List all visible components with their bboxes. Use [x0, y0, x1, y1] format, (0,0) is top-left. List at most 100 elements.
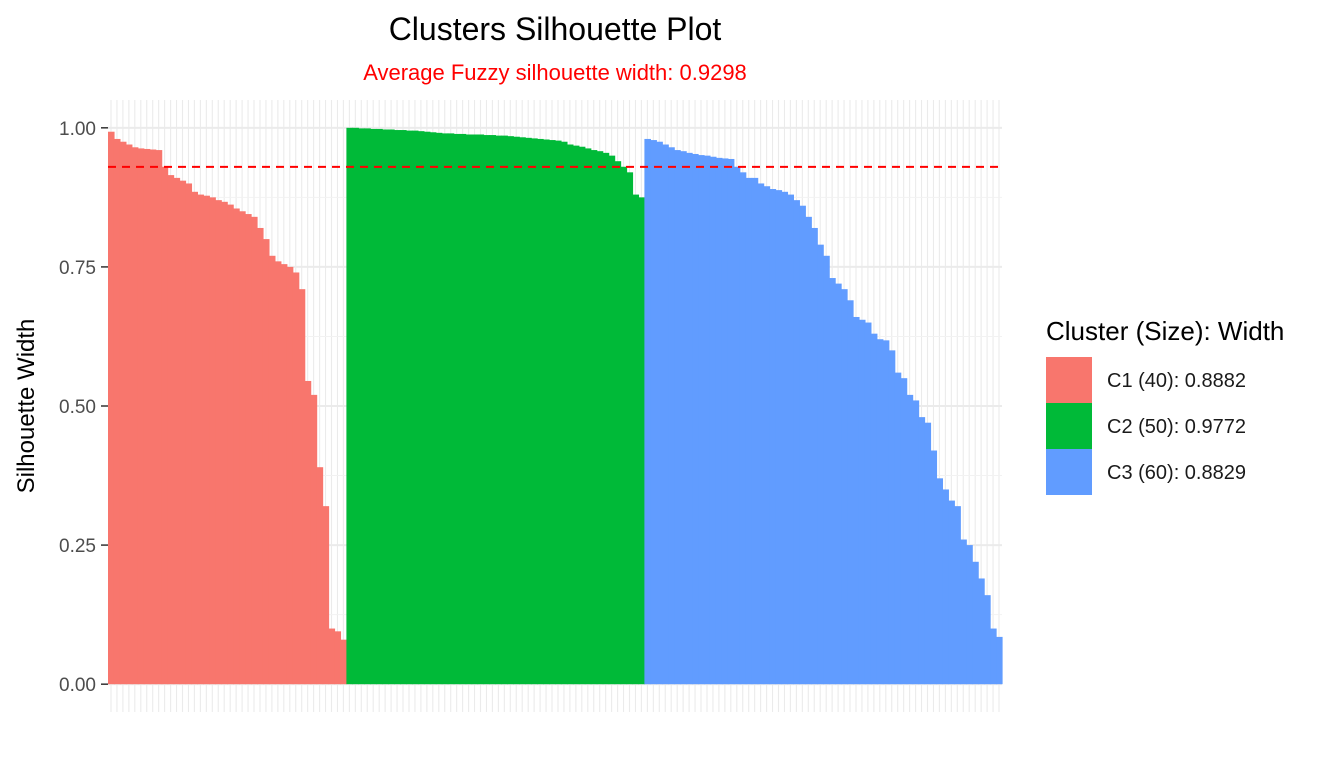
silhouette-bar-c2 — [513, 136, 520, 685]
silhouette-bar-c3 — [686, 152, 693, 685]
silhouette-bar-c2 — [549, 140, 556, 685]
silhouette-bar-c3 — [656, 141, 663, 685]
silhouette-bar-c2 — [411, 130, 419, 685]
silhouette-bar-c1 — [257, 227, 264, 685]
legend-label-c2: C2 (50): 0.9772 — [1107, 416, 1246, 438]
silhouette-bar-c1 — [167, 175, 175, 685]
silhouette-bar-c3 — [894, 372, 902, 685]
silhouette-bar-c3 — [644, 138, 651, 685]
silhouette-bar-c3 — [698, 155, 705, 685]
silhouette-bar-c2 — [417, 131, 425, 685]
silhouette-bar-c3 — [876, 339, 884, 685]
silhouette-bar-c1 — [310, 394, 318, 685]
silhouette-bar-c2 — [578, 146, 586, 685]
silhouette-bar-c1 — [251, 216, 258, 685]
silhouette-bar-c3 — [739, 172, 747, 685]
silhouette-bar-c2 — [507, 136, 514, 685]
y-tick-label: 0.00 — [59, 675, 96, 696]
silhouette-bar-c3 — [942, 489, 949, 685]
silhouette-bar-c1 — [215, 200, 222, 685]
silhouette-bar-c2 — [453, 133, 461, 685]
silhouette-bar-c2 — [560, 141, 568, 685]
legend-key-c1 — [1046, 357, 1092, 403]
silhouette-bar-c2 — [638, 197, 645, 685]
silhouette-bar-c1 — [137, 148, 145, 685]
silhouette-bar-c3 — [829, 278, 836, 685]
silhouette-bar-c2 — [400, 130, 407, 685]
silhouette-bar-c2 — [364, 128, 371, 685]
silhouette-bar-c1 — [131, 147, 139, 685]
silhouette-bar-c1 — [286, 266, 294, 685]
silhouette-bar-c1 — [191, 191, 198, 685]
silhouette-bar-c2 — [525, 137, 532, 685]
silhouette-bar-c1 — [179, 180, 187, 685]
silhouette-bar-c3 — [924, 422, 932, 685]
silhouette-bar-c3 — [674, 150, 681, 685]
silhouette-bar-c1 — [221, 201, 228, 685]
silhouette-bar-c3 — [853, 316, 860, 685]
silhouette-bar-c1 — [227, 204, 234, 685]
silhouette-bar-c2 — [406, 130, 413, 685]
bars — [108, 127, 1003, 685]
silhouette-bar-c3 — [775, 190, 783, 685]
silhouette-bar-c1 — [197, 194, 204, 685]
silhouette-bar-c1 — [322, 506, 330, 685]
silhouette-bar-c2 — [632, 194, 640, 685]
silhouette-bar-c1 — [125, 144, 133, 685]
silhouette-bar-c2 — [441, 133, 449, 685]
silhouette-bar-c2 — [376, 128, 383, 685]
silhouette-bar-c1 — [316, 467, 324, 685]
silhouette-bar-c3 — [721, 158, 729, 685]
silhouette-bar-c1 — [334, 631, 342, 685]
silhouette-bar-c2 — [429, 132, 437, 685]
y-tick-label: 1.00 — [59, 119, 96, 140]
legend: Cluster (Size): Width C1 (40): 0.8882 C2 … — [1046, 316, 1284, 495]
silhouette-bar-c3 — [978, 578, 985, 685]
silhouette-bar-c1 — [298, 289, 306, 685]
silhouette-bar-c3 — [817, 244, 824, 685]
silhouette-bar-c1 — [274, 261, 282, 685]
silhouette-bar-c2 — [596, 151, 604, 685]
silhouette-bar-c2 — [566, 144, 574, 685]
silhouette-bar-c1 — [209, 197, 216, 685]
silhouette-bar-c2 — [555, 140, 562, 685]
silhouette-bar-c2 — [543, 139, 550, 685]
silhouette-bar-c3 — [847, 300, 854, 685]
silhouette-bar-c2 — [435, 132, 443, 685]
y-tick-label: 0.25 — [59, 536, 96, 557]
silhouette-bar-c2 — [501, 135, 508, 685]
silhouette-bar-c3 — [668, 147, 675, 685]
silhouette-bar-c3 — [805, 216, 812, 685]
y-axis-label: Silhouette Width — [13, 319, 40, 494]
silhouette-bar-c1 — [340, 639, 347, 685]
silhouette-bar-c2 — [459, 133, 467, 685]
silhouette-bar-c2 — [423, 131, 431, 685]
silhouette-bar-c1 — [149, 149, 157, 685]
legend-label-c3: C3 (60): 0.8829 — [1107, 462, 1246, 484]
silhouette-bar-c3 — [888, 350, 896, 685]
legend-label-c1: C1 (40): 0.8882 — [1107, 370, 1246, 392]
silhouette-bar-c1 — [119, 141, 127, 685]
silhouette-bar-c2 — [388, 129, 395, 685]
silhouette-bar-c3 — [936, 478, 943, 685]
silhouette-bar-c1 — [233, 208, 240, 685]
silhouette-bar-c2 — [346, 127, 353, 685]
silhouette-bar-c3 — [751, 177, 759, 685]
silhouette-bar-c3 — [835, 283, 842, 685]
chart-title: Clusters Silhouette Plot — [389, 11, 722, 47]
silhouette-bar-c3 — [918, 417, 926, 685]
silhouette-bar-c1 — [304, 380, 312, 685]
silhouette-bar-c3 — [990, 628, 997, 685]
silhouette-bar-c2 — [471, 134, 479, 685]
silhouette-bar-c2 — [358, 128, 365, 685]
silhouette-bar-c1 — [113, 138, 121, 685]
silhouette-bar-c3 — [745, 177, 753, 685]
silhouette-bar-c2 — [352, 127, 359, 685]
silhouette-bar-c3 — [662, 144, 669, 685]
silhouette-bar-c3 — [972, 561, 979, 685]
silhouette-bar-c3 — [715, 157, 723, 685]
silhouette-bar-c1 — [328, 628, 336, 685]
silhouette-bar-c3 — [966, 545, 973, 685]
silhouette-bar-c1 — [239, 211, 246, 685]
